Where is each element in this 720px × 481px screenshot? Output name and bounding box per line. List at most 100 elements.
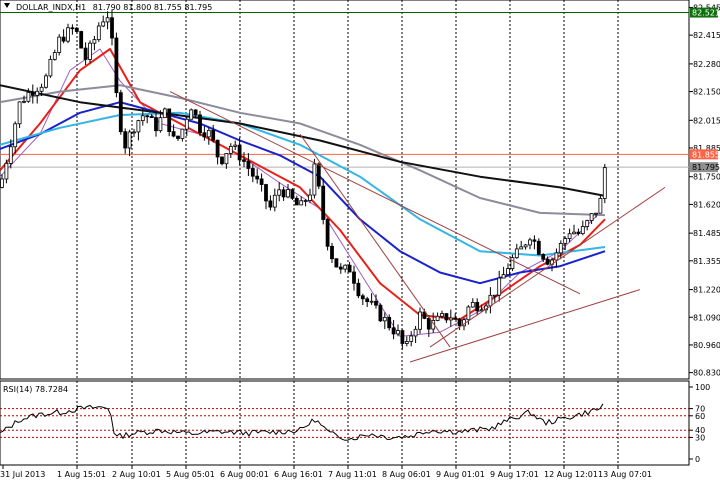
time-tick-label: 9 Aug 01:01 [436,470,485,479]
candle-body [79,31,84,49]
candle-body [8,146,13,164]
candle-body [514,248,519,259]
candles [0,9,607,350]
candle-body [563,238,568,244]
candle-body [52,52,57,60]
candle-body [470,302,475,308]
price-tick-label: 81.355 [693,257,720,266]
time-tick-label: 31 Jul 2013 [0,470,45,479]
candle-body [589,213,594,221]
candle-body [4,162,9,180]
candle-body [488,294,493,307]
candle-body [272,194,277,208]
candle-body [198,114,202,134]
trendline[interactable] [299,133,451,348]
candle-body [255,175,260,180]
candle-body [30,92,35,96]
candle-body [189,109,194,120]
candle-body [404,341,409,344]
moving-average-line [0,48,606,321]
rsi-tick-label: 0 [695,455,700,464]
candle-body [92,39,97,44]
price-tag-top-label: 82.521 [692,9,720,18]
candle-body [352,271,356,284]
candle-body [35,90,40,96]
rsi-vertical-gridlines [76,381,619,465]
candle-body [325,219,330,247]
candle-body [448,317,453,321]
time-tick-label: 12 Aug 12:01 [544,470,598,479]
candle-body [44,75,48,88]
candle-body [184,118,189,130]
rsi-pane-border [0,380,690,466]
candle-body [259,178,264,185]
candle-body [457,318,462,327]
price-tick-label: 80.830 [693,369,720,378]
price-pane-border [0,0,690,380]
candle-body [435,315,440,321]
candle-body [422,311,427,319]
candle-body [528,239,532,246]
time-tick-label: 6 Aug 16:01 [274,470,323,479]
trendline[interactable] [409,289,641,363]
candle-body [536,240,541,255]
candle-body [479,309,484,312]
candle-body [444,313,449,321]
candle-body [316,163,321,187]
candle-body [26,92,31,102]
candle-body [277,189,282,196]
candle-body [378,304,383,322]
candle-body [74,27,79,32]
candle-body [426,318,431,330]
candle-body [57,36,62,53]
candle-body [572,231,576,235]
candle-body [17,101,22,125]
price-tag-mid-label: 81.855 [692,150,720,159]
price-tag-current-label: 81.795 [692,163,720,172]
candle-body [215,139,220,158]
candle-body [206,129,211,138]
price-tick-label: 81.750 [693,173,720,182]
candle-body [246,161,251,169]
collapse-triangle-icon[interactable] [4,3,10,8]
price-pane[interactable]: DOLLAR_INDX,H1 81.790 81.800 81.755 81.7… [0,0,690,380]
candle-body [180,128,185,139]
time-tick-label: 1 Aug 15:01 [57,470,106,479]
candle-body [510,257,515,269]
trendline[interactable] [429,186,666,348]
candle-body [299,200,304,206]
candle-body [558,243,563,254]
candle-body [294,197,299,206]
rsi-tick-label: 40 [695,426,705,435]
price-tag-current [690,162,718,173]
candle-body [580,226,585,234]
candle-body [193,109,198,116]
candle-body [70,27,75,30]
candle-body [567,233,572,239]
candle-body [233,144,238,147]
candle-body [585,220,590,227]
candle-body [145,115,150,118]
time-tick-label: 8 Aug 06:01 [382,470,431,479]
candle-body [312,163,317,196]
candle-body [114,37,119,94]
candle-body [39,86,44,92]
rsi-pane[interactable]: RSI(14) 78.7284 [0,380,690,466]
candle-body [382,316,387,322]
candle-body [541,254,546,260]
price-tick-label: 81.485 [693,229,720,238]
price-tags: 82.521 81.855 81.795 [690,7,720,173]
candle-body [61,36,66,42]
trendlines[interactable] [169,91,666,363]
price-tick-label: 82.015 [693,116,720,125]
price-tick-label: 82.150 [693,88,720,97]
candle-body [264,184,268,202]
candle-body [554,252,559,261]
candle-body [308,194,312,201]
time-tick-label: 9 Aug 17:01 [490,470,539,479]
candle-body [334,258,339,268]
candle-body [290,189,295,199]
candle-body [501,274,506,279]
trendline[interactable] [169,91,581,295]
